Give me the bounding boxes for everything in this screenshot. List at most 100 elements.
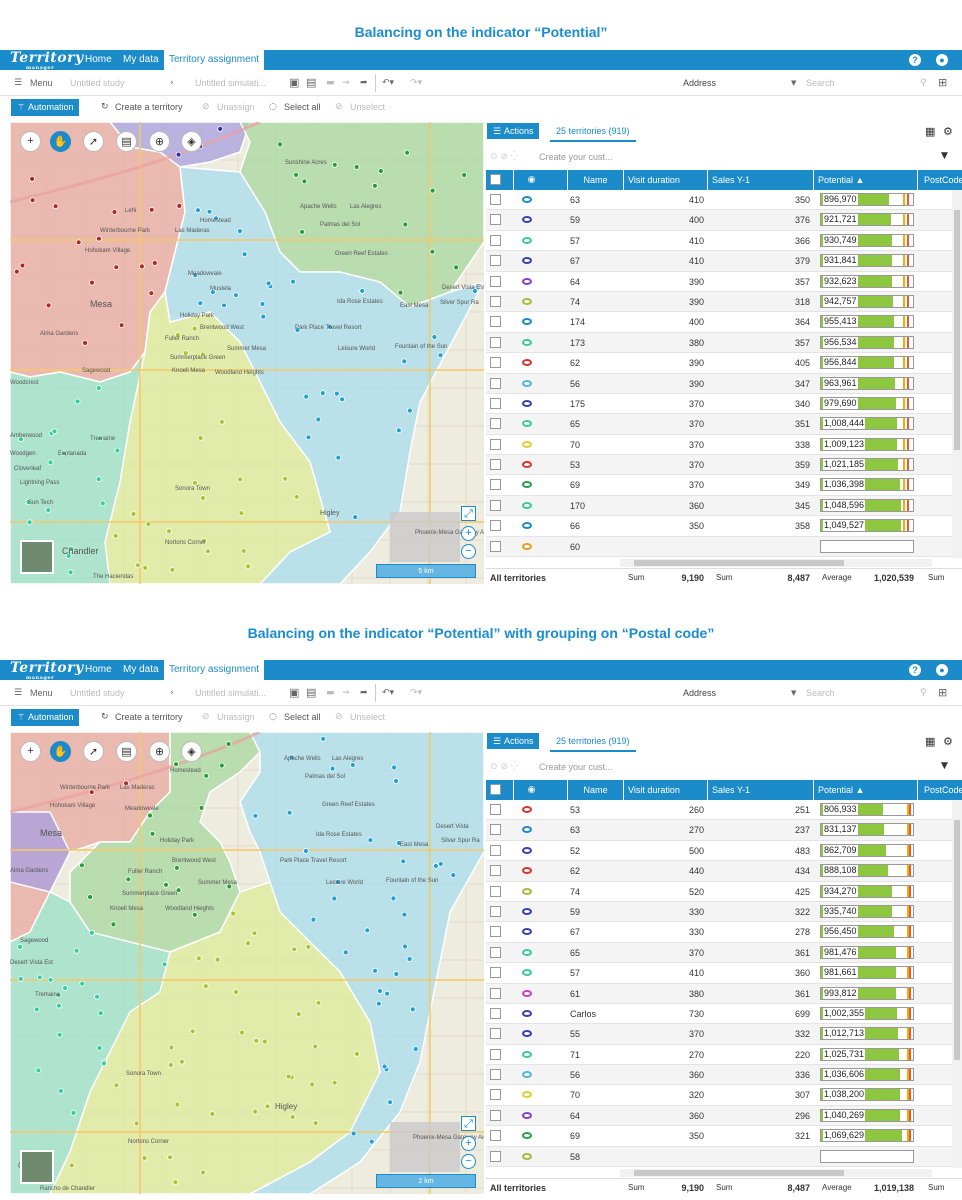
visibility-eye-icon[interactable] (522, 1030, 532, 1038)
customer-point[interactable] (393, 778, 400, 784)
filter-icon[interactable]: ▼ (941, 761, 948, 771)
customer-point[interactable] (60, 450, 67, 457)
table-row[interactable]: 57 410 366 930,749 (486, 231, 962, 252)
redo-icon[interactable]: ↷▾ (410, 688, 423, 698)
customer-point[interactable] (163, 881, 169, 888)
add-icon[interactable]: + (20, 741, 41, 762)
customer-point[interactable] (409, 1006, 416, 1013)
column-name[interactable]: Name (568, 170, 624, 190)
customer-point[interactable] (252, 812, 259, 819)
customer-point[interactable] (141, 1155, 148, 1161)
visibility-eye-icon[interactable] (522, 1152, 532, 1160)
customer-point[interactable] (68, 1162, 75, 1169)
customer-point[interactable] (406, 407, 413, 414)
customer-point[interactable] (88, 789, 95, 796)
visibility-eye-icon[interactable] (522, 277, 532, 285)
visibility-eye-icon[interactable] (522, 846, 532, 854)
redo-icon[interactable]: ↷▾ (410, 78, 423, 88)
customer-point[interactable] (387, 1099, 394, 1106)
customer-point[interactable] (404, 149, 411, 156)
satellite-toggle[interactable] (20, 540, 54, 574)
customer-point[interactable] (58, 1088, 64, 1094)
customer-point[interactable] (402, 943, 409, 950)
customer-point[interactable] (291, 946, 298, 953)
customer-point[interactable] (26, 519, 33, 526)
search-icon[interactable]: ⚲ (920, 78, 927, 88)
table-row[interactable]: 59 330 322 935,740 (486, 901, 962, 923)
pan-hand-icon[interactable]: ✋ (50, 131, 71, 152)
customer-point[interactable] (17, 943, 24, 950)
fullscreen-icon[interactable]: ⤢ (461, 1116, 476, 1131)
customer-point[interactable] (230, 910, 237, 917)
nav-home[interactable]: Home (85, 54, 112, 65)
visibility-eye-icon[interactable] (522, 318, 532, 326)
customer-point[interactable] (52, 203, 59, 210)
visibility-eye-icon[interactable] (522, 297, 532, 305)
vertical-scrollbar[interactable] (952, 800, 962, 1168)
row-checkbox[interactable] (490, 905, 501, 917)
customer-point[interactable] (142, 564, 149, 571)
customer-point[interactable] (265, 280, 272, 287)
visibility-eye-icon[interactable] (522, 522, 532, 530)
visibility-eye-icon[interactable] (522, 236, 532, 244)
row-checkbox[interactable] (490, 865, 501, 877)
customer-point[interactable] (56, 1031, 63, 1038)
visibility-eye-icon[interactable] (522, 928, 532, 936)
table-row[interactable]: 71 270 220 1,025,731 (486, 1045, 962, 1066)
visibility-eye-icon[interactable] (522, 887, 532, 895)
search-input[interactable]: Search (806, 688, 835, 698)
row-checkbox[interactable] (490, 214, 501, 226)
table-row[interactable]: 69 370 349 1,036,398 (486, 475, 962, 496)
customer-point[interactable] (147, 812, 153, 819)
customer-point[interactable] (161, 961, 168, 968)
share-icon[interactable]: ➦ (360, 78, 368, 88)
zoom-search-icon[interactable]: ⊕ (149, 131, 170, 152)
tab-territories[interactable]: 25 territories (919) (550, 732, 636, 752)
customer-point[interactable] (88, 929, 95, 936)
row-checkbox[interactable] (490, 844, 501, 856)
customer-point[interactable] (286, 809, 293, 816)
customer-point[interactable] (429, 187, 436, 194)
visibility-eye-icon[interactable] (522, 257, 532, 265)
customer-point[interactable] (334, 878, 341, 885)
zoom-in-icon[interactable]: + (461, 1136, 476, 1151)
table-row[interactable]: 66 350 358 1,049,527 (486, 516, 962, 537)
customer-point[interactable] (218, 762, 225, 769)
table-row[interactable]: 57 410 360 981,661 (486, 963, 962, 984)
customer-point[interactable] (437, 352, 444, 359)
nav-home[interactable]: Home (85, 664, 112, 675)
visibility-eye-icon[interactable] (522, 806, 532, 813)
save-as-icon[interactable]: ▤ (306, 686, 317, 699)
customer-point[interactable] (226, 883, 233, 890)
visibility-eye-icon[interactable] (522, 867, 532, 875)
visibility-eye-icon[interactable] (522, 461, 532, 469)
customer-point[interactable] (167, 1154, 174, 1161)
customer-point[interactable] (13, 268, 20, 275)
link-icon[interactable]: ⇝ (342, 78, 350, 88)
visibility-eye-icon[interactable] (522, 359, 532, 367)
customer-point[interactable] (239, 1029, 245, 1036)
study-name-field[interactable]: Untitled study (70, 78, 125, 88)
vertical-scrollbar[interactable] (952, 190, 962, 558)
customer-point[interactable] (174, 1101, 181, 1108)
column-potential[interactable]: Potential ▲ (814, 170, 918, 190)
row-tools-icon[interactable]: ⊙ ⊘ ⁛ (490, 762, 518, 772)
row-checkbox[interactable] (490, 234, 501, 246)
save-icon[interactable]: ▣ (289, 686, 300, 699)
visibility-eye-icon[interactable] (522, 907, 532, 915)
customer-point[interactable] (429, 248, 436, 255)
customer-point[interactable] (352, 514, 359, 521)
customer-point[interactable] (264, 1103, 271, 1110)
table-row[interactable]: 56 390 347 963,961 (486, 373, 962, 394)
gear-icon[interactable]: ⚙ (943, 735, 953, 748)
table-row[interactable]: 65 370 351 1,008,444 (486, 414, 962, 435)
customer-point[interactable] (29, 197, 36, 204)
customer-point[interactable] (260, 313, 267, 320)
customer-point[interactable] (395, 840, 402, 846)
satellite-toggle[interactable] (20, 1150, 54, 1184)
row-checkbox[interactable] (490, 275, 501, 287)
customer-point[interactable] (310, 916, 317, 923)
customer-point[interactable] (29, 176, 36, 182)
row-checkbox[interactable] (490, 255, 501, 267)
